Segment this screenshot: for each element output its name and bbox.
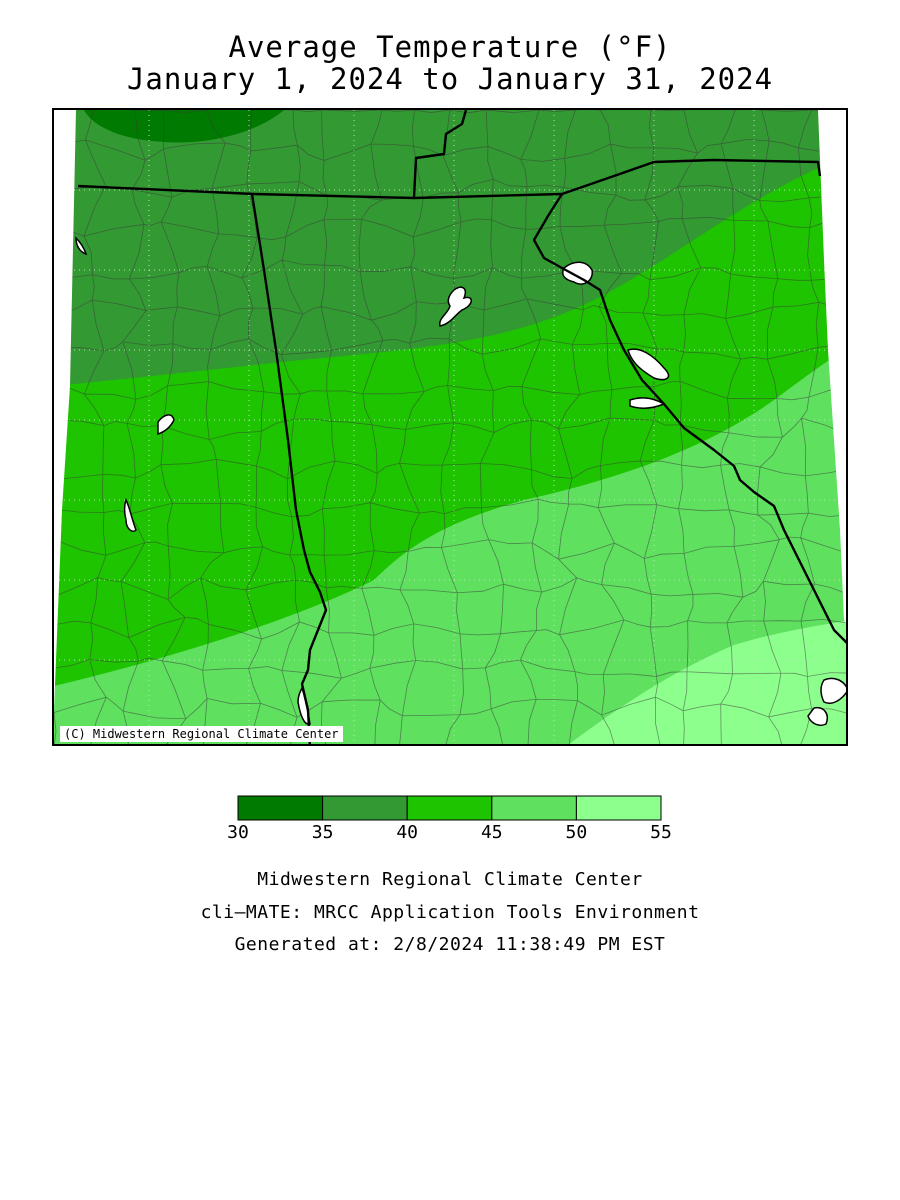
legend-box-45-50: [491, 795, 577, 821]
legend-tick-50: 50: [565, 822, 588, 843]
copyright-notice: (C) Midwestern Regional Climate Center: [60, 726, 343, 742]
outside-domain: [54, 110, 846, 710]
water-bodies: [75, 236, 846, 727]
legend-tick-35: 35: [311, 822, 334, 843]
band-30-35: [84, 110, 284, 143]
map-canvas: [54, 110, 846, 744]
legend-box-35-40: [322, 795, 408, 821]
legend-boxes: [237, 795, 662, 821]
state-boundaries: [77, 110, 846, 744]
legend-tick-30: 30: [227, 822, 249, 843]
legend-tick-40: 40: [396, 822, 419, 843]
band-35-40: [54, 110, 846, 386]
credit-application: cli—MATE: MRCC Application Tools Environ…: [200, 902, 700, 923]
legend-box-40-45: [406, 795, 493, 821]
legend-box-50-55: [575, 795, 662, 821]
credit-generated-time: Generated at: 2/8/2024 11:38:49 PM EST: [234, 934, 666, 955]
legend-box-30-35: [237, 795, 324, 821]
band-50-55: [569, 620, 846, 744]
map-title: Average Temperature (°F): [228, 30, 672, 64]
temperature-map: (C) Midwestern Regional Climate Center: [52, 108, 848, 746]
legend-tick-55: 55: [650, 822, 672, 843]
credit-organization: Midwestern Regional Climate Center: [257, 869, 643, 890]
map-date-range: January 1, 2024 to January 31, 2024: [126, 62, 774, 96]
legend-tick-45: 45: [480, 822, 503, 843]
